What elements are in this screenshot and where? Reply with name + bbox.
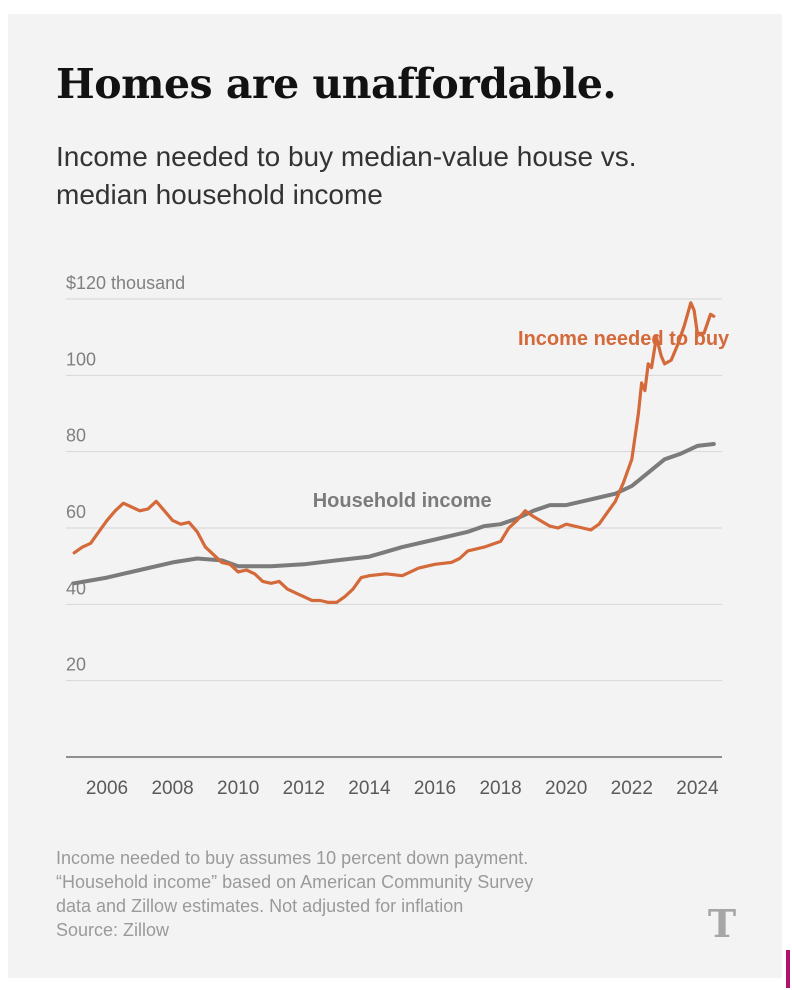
x-tick-label: 2012 (283, 778, 325, 799)
footnote-line: “Household income” based on American Com… (56, 872, 534, 892)
x-tick-label: 2016 (414, 778, 456, 799)
x-tick-label: 2020 (545, 778, 587, 799)
edge-marker (786, 950, 790, 988)
y-tick-label: 80 (66, 426, 86, 446)
x-tick-label: 2006 (86, 778, 128, 799)
footnote-line: Income needed to buy assumes 10 percent … (56, 848, 529, 868)
y-tick-label: 20 (66, 655, 86, 675)
chart-subtitle: Income needed to buy median-value house … (56, 141, 637, 210)
x-tick-label: 2010 (217, 778, 259, 799)
x-tick-label: 2008 (151, 778, 193, 799)
new-york-times-logo-icon: T (707, 901, 737, 946)
series-lines (72, 301, 716, 604)
x-axis-tick-labels: 2006 2008 2010 2012 2014 2016 2018 2020 2022 2024 (86, 778, 719, 799)
x-tick-label: 2024 (676, 778, 719, 799)
x-tick-label: 2022 (611, 778, 653, 799)
series-label: Income needed to buy (518, 328, 730, 350)
source-line: Source: Zillow (56, 920, 170, 940)
y-tick-label: 100 (66, 349, 96, 369)
chart-card (8, 14, 782, 978)
x-tick-label: 2018 (479, 778, 521, 799)
series-line (72, 442, 716, 586)
series-annotations: Income needed to buy Household income (313, 328, 730, 512)
series-label: Household income (313, 490, 492, 512)
grid-lines (66, 298, 722, 682)
x-tick-label: 2014 (348, 778, 391, 799)
chart-footnote: Income needed to buy assumes 10 percent … (56, 846, 656, 942)
chart-title: Homes are unaffordable. (56, 60, 617, 108)
series-line (72, 301, 716, 604)
y-tick-label: $120 thousand (66, 273, 185, 293)
y-tick-label: 60 (66, 502, 86, 522)
footnote-line: data and Zillow estimates. Not adjusted … (56, 896, 464, 916)
